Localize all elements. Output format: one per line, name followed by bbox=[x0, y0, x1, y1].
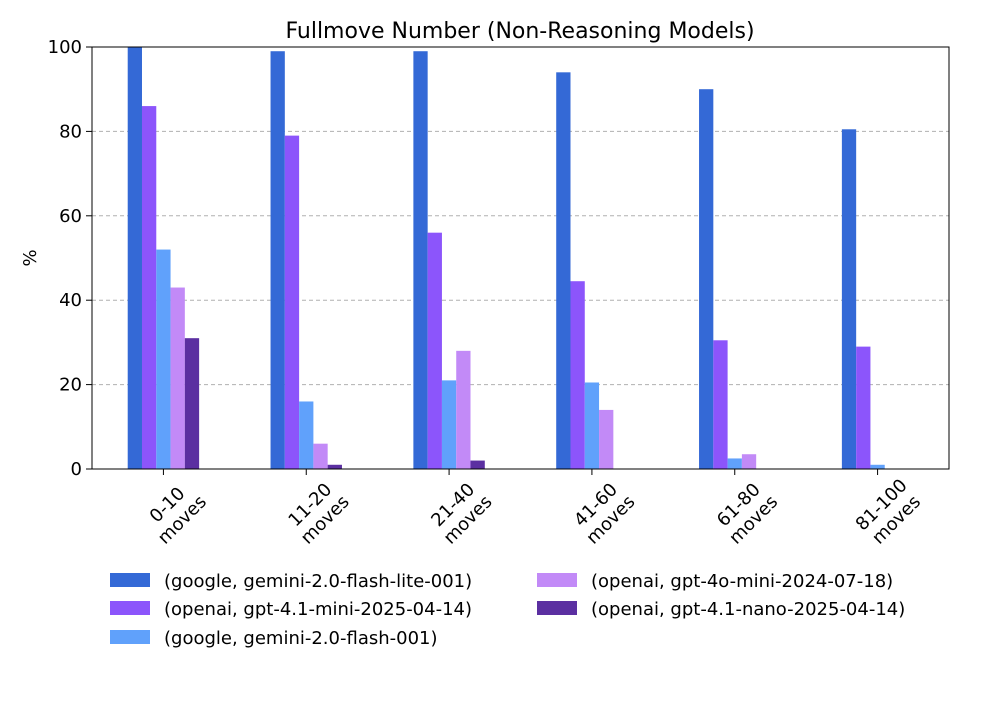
bar bbox=[170, 287, 185, 469]
legend-swatch bbox=[110, 573, 150, 587]
legend-swatch bbox=[537, 601, 577, 615]
legend-swatch bbox=[537, 573, 577, 587]
legend: (google, gemini-2.0-flash-lite-001) (open… bbox=[110, 571, 905, 649]
bar bbox=[299, 401, 314, 469]
bar bbox=[856, 346, 871, 469]
legend-label: (google, gemini-2.0-flash-lite-001) bbox=[164, 571, 472, 592]
bar bbox=[713, 340, 728, 469]
legend-label: (openai, gpt-4o-mini-2024-07-18) bbox=[591, 571, 893, 592]
bar bbox=[470, 460, 485, 469]
bar bbox=[156, 249, 171, 469]
legend-swatch bbox=[110, 630, 150, 644]
legend-item: (google, gemini-2.0-flash-lite-001) bbox=[110, 571, 472, 592]
bar bbox=[456, 350, 471, 469]
bar bbox=[427, 232, 442, 469]
bar bbox=[441, 380, 457, 469]
legend-label: (openai, gpt-4.1-mini-2025-04-14) bbox=[164, 599, 472, 620]
y-tick-label: 80 bbox=[59, 121, 82, 142]
bar bbox=[699, 89, 714, 469]
y-axis-ticks: 0 20 40 60 80 100 bbox=[48, 37, 92, 480]
bar bbox=[584, 382, 600, 469]
bar bbox=[841, 129, 857, 470]
y-tick-label: 100 bbox=[48, 37, 82, 58]
bar bbox=[570, 281, 585, 469]
bar bbox=[184, 338, 200, 469]
y-axis-label: % bbox=[20, 249, 41, 266]
bars bbox=[127, 47, 885, 470]
plot-frame bbox=[91, 46, 950, 470]
bar bbox=[413, 51, 428, 469]
legend-item: (openai, gpt-4.1-nano-2025-04-14) bbox=[537, 599, 905, 620]
legend-swatch bbox=[110, 601, 150, 615]
bar bbox=[727, 458, 742, 469]
legend-label: (google, gemini-2.0-flash-001) bbox=[164, 628, 438, 649]
bar bbox=[284, 135, 300, 469]
y-tick-label: 40 bbox=[59, 290, 82, 311]
y-tick-label: 0 bbox=[71, 459, 82, 480]
legend-item: (openai, gpt-4.1-mini-2025-04-14) bbox=[110, 599, 472, 620]
y-tick-label: 60 bbox=[59, 206, 82, 227]
bar bbox=[127, 47, 142, 469]
legend-item: (openai, gpt-4o-mini-2024-07-18) bbox=[537, 571, 893, 592]
bar bbox=[556, 72, 571, 469]
bar bbox=[141, 106, 157, 469]
y-tick-label: 20 bbox=[59, 375, 82, 396]
bar bbox=[599, 409, 614, 469]
legend-label: (openai, gpt-4.1-nano-2025-04-14) bbox=[591, 599, 905, 620]
bar bbox=[741, 454, 757, 469]
bar bbox=[327, 464, 342, 469]
chart-title: Fullmove Number (Non-Reasoning Models) bbox=[285, 19, 754, 44]
legend-item: (google, gemini-2.0-flash-001) bbox=[110, 628, 438, 649]
gridlines bbox=[92, 130, 949, 386]
bar bbox=[870, 464, 885, 469]
bar bbox=[313, 443, 328, 469]
bar bbox=[270, 51, 285, 469]
